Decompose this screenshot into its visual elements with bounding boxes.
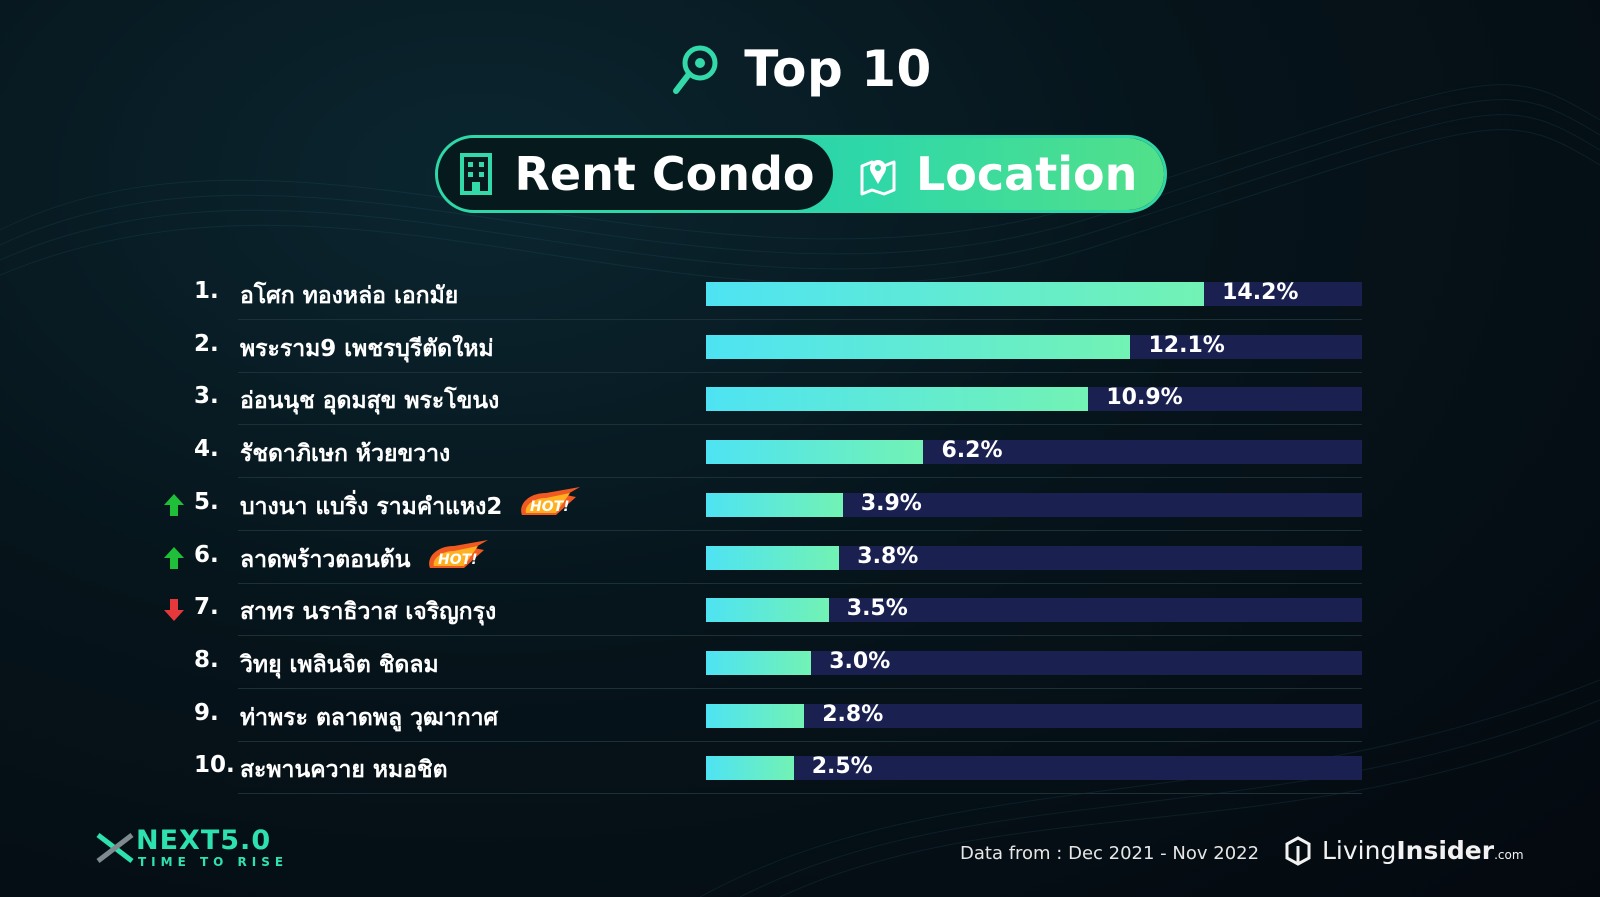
banner-right: Location (858, 138, 1137, 210)
location-label: พระราม9 เพชรบุรีตัดใหม่ (240, 335, 494, 362)
rank-label: 1. (194, 278, 219, 304)
banner-left: Rent Condo (438, 138, 833, 210)
location-label: สะพานควาย หมอชิต (240, 757, 448, 784)
rent-condo-label: Rent Condo (514, 147, 815, 201)
value-label: 14.2% (1222, 280, 1299, 305)
brand-living: Living (1322, 836, 1397, 865)
logo-sub-text: TIME TO RISE (138, 855, 289, 869)
rank-label: 8. (194, 646, 219, 673)
bar (706, 545, 840, 570)
rank-label: 3. (194, 383, 219, 410)
row-divider (238, 477, 1362, 479)
row-divider (238, 687, 1362, 689)
value-label: 2.8% (822, 701, 884, 727)
logo-main-text: NEXT5.0 (136, 825, 272, 856)
row-divider (238, 740, 1362, 742)
row-divider (238, 635, 1362, 637)
location-label: รัชดาภิเษก ห้วยขวาง (240, 441, 451, 468)
building-icon (460, 153, 493, 195)
brand-com: .com (1494, 848, 1524, 862)
value-label: 3.0% (829, 648, 891, 674)
location-label: ลาดพร้าวตอนต้น (240, 546, 411, 573)
next-logo: NEXT5.0 TIME TO RISE (96, 825, 296, 871)
title-row: Top 10 (0, 40, 1600, 98)
rank-label: 10. (194, 752, 235, 779)
brand-wordmark: LivingInsider.com (1322, 836, 1524, 865)
chart-row: 3. อ่อนนุช อุดมสุข พระโขนง 10.9% (0, 373, 1600, 426)
trend-up-icon (164, 493, 184, 516)
trend-up-icon (164, 546, 184, 569)
bar-track (706, 756, 1362, 781)
value-label: 3.8% (857, 543, 919, 569)
chart-row: 10. สะพานควาย หมอชิต 2.5% (0, 742, 1600, 795)
location-label: ท่าพระ ตลาดพลู วุฒากาศ (240, 704, 499, 731)
hot-badge-icon: HOT! (429, 539, 488, 568)
location-label: วิทยุ เพลินจิต ชิดลม (240, 651, 439, 678)
bar (706, 650, 812, 675)
page-title: Top 10 (744, 40, 932, 98)
location-label: อโศก ทองหล่อ เอกมัย (240, 283, 459, 309)
rank-label: 6. (194, 541, 219, 568)
value-label: 2.5% (811, 754, 873, 780)
rank-label: 5. (194, 488, 219, 515)
value-label: 6.2% (941, 438, 1003, 464)
hot-badge-text: HOT! (438, 552, 478, 568)
row-divider (238, 529, 1362, 531)
bar (706, 756, 794, 781)
location-label: สาทร นราธิวาส เจริญกรุง (240, 599, 497, 626)
data-source-note: Data from : Dec 2021 - Nov 2022 (960, 843, 1260, 864)
brand-insider: Insider (1396, 836, 1495, 865)
category-banner: Rent Condo Location (435, 135, 1167, 213)
hot-badge-text: HOT! (530, 499, 570, 515)
chart-row: 5. บางนา แบริ่ง รามคำแหง2 3.9% HOT! (0, 479, 1600, 531)
chart-row: 2. พระราม9 เพชรบุรีตัดใหม่ 12.1% (0, 321, 1600, 373)
rank-label: 2. (194, 330, 219, 357)
location-label: Location (916, 147, 1138, 201)
rank-label: 4. (194, 436, 219, 463)
map-pin-icon (860, 160, 896, 196)
row-divider (238, 424, 1362, 426)
hot-badge-icon: HOT! (521, 486, 580, 515)
x-logo-icon (96, 833, 134, 863)
bar (706, 282, 1205, 306)
bar (706, 387, 1089, 412)
row-divider (238, 582, 1362, 584)
bar (706, 334, 1131, 359)
chart-row: 9. ท่าพระ ตลาดพลู วุฒากาศ 2.8% (0, 690, 1600, 742)
chart-row: 7. สาทร นราธิวาส เจริญกรุง 3.5% (0, 584, 1600, 637)
bar (706, 703, 805, 728)
rank-label: 7. (194, 594, 219, 621)
bar (706, 598, 829, 623)
chart-row: 8. วิทยุ เพลินจิต ชิดลม 3.0% (0, 637, 1600, 689)
location-search-icon (673, 45, 718, 94)
chart-row: 4. รัชดาภิเษก ห้วยขวาง 6.2% (0, 426, 1600, 479)
location-label: อ่อนนุช อุดมสุข พระโขนง (240, 388, 500, 415)
value-label: 3.9% (860, 490, 922, 516)
row-divider (238, 793, 1362, 795)
location-label: บางนา แบริ่ง รามคำแหง2 (240, 493, 503, 520)
value-label: 12.1% (1148, 332, 1225, 358)
rank-label: 9. (194, 699, 219, 726)
chart-row: 1. อโศก ทองหล่อ เอกมัย 14.2% (0, 268, 1600, 320)
bar-track (706, 703, 1362, 728)
value-label: 3.5% (846, 596, 908, 622)
chart-row: 6. ลาดพร้าวตอนต้น 3.8% HOT! (0, 532, 1600, 584)
livinginsider-logo-icon (1285, 836, 1311, 866)
bar (706, 492, 843, 517)
row-divider (238, 319, 1362, 320)
row-divider (238, 371, 1362, 373)
bar (706, 440, 924, 465)
bar-track (706, 650, 1362, 675)
trend-down-icon (164, 599, 184, 622)
value-label: 10.9% (1106, 385, 1183, 411)
